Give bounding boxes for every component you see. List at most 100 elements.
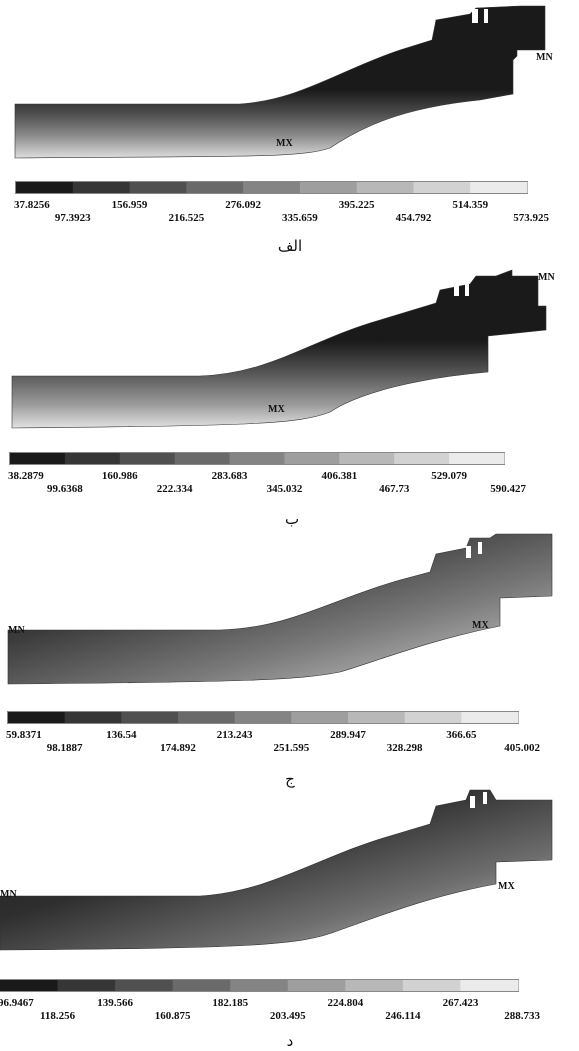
- legend-tick-label: 267.423: [443, 997, 479, 1009]
- panel-3: MN MX 59.8371 98.1887 136.54 174.892 213.243…: [6, 533, 553, 789]
- legend-swatch: [356, 182, 414, 193]
- legend-swatch: [287, 980, 346, 991]
- legend-tick-label: 590.427: [490, 483, 526, 495]
- legend-tick-label: 160.986: [102, 470, 138, 482]
- legend-swatch: [449, 453, 505, 464]
- legend-swatch: [172, 980, 231, 991]
- legend-swatch: [8, 712, 66, 723]
- contour-body-1: [14, 5, 546, 159]
- caption-4: د: [287, 1032, 294, 1050]
- caption-2: ب: [285, 510, 299, 528]
- legend-swatch: [64, 453, 121, 464]
- legend-swatch: [119, 453, 176, 464]
- panel-4: MN MX 96.9467 118.256 139.566 160.875 182.18…: [0, 789, 553, 1050]
- panel-1: MN MX 37.8256 97.3923 156.959 216.525 276.09…: [14, 5, 553, 255]
- legend-tick-label: 345.032: [267, 483, 303, 495]
- legend-swatch: [234, 712, 292, 723]
- legend-swatch: [243, 182, 301, 193]
- legend-tick-label: 529.079: [431, 470, 467, 482]
- mx-marker-3: MX: [472, 620, 489, 631]
- legend-tick-label: 38.2879: [8, 470, 44, 482]
- legend-tick-label: 246.114: [385, 1010, 421, 1022]
- caption-1: الف: [278, 237, 302, 255]
- contour-body-2: [11, 269, 547, 429]
- legend-swatch: [470, 182, 528, 193]
- legend-tick-label: 156.959: [112, 199, 148, 211]
- legend-tick-label: 514.359: [452, 199, 488, 211]
- legend-swatch: [394, 453, 450, 464]
- legend-swatch: [115, 980, 174, 991]
- legend-bar-4: 96.9467 118.256 139.566 160.875 182.185 203.4…: [0, 979, 541, 1022]
- mx-marker-2: MX: [268, 404, 285, 415]
- legend-tick-label: 118.256: [40, 1010, 76, 1022]
- legend-swatch: [121, 712, 179, 723]
- legend-tick-label: 283.683: [212, 470, 248, 482]
- legend-swatch: [64, 712, 122, 723]
- legend-swatch: [72, 182, 131, 193]
- legend-tick-label: 289.947: [330, 729, 366, 741]
- legend-tick-label: 136.54: [106, 729, 137, 741]
- legend-tick-label: 203.495: [270, 1010, 306, 1022]
- legend-tick-label: 97.3923: [55, 212, 91, 224]
- legend-bar-3: 59.8371 98.1887 136.54 174.892 213.243 251.59…: [6, 711, 541, 754]
- legend-tick-label: 251.595: [273, 742, 309, 754]
- legend-tick-label: 59.8371: [6, 729, 42, 741]
- legend-swatch: [348, 712, 406, 723]
- legend-tick-label: 366.65: [446, 729, 477, 741]
- legend-swatch: [57, 980, 116, 991]
- legend-tick-label: 98.1887: [47, 742, 83, 754]
- notch-7: [470, 796, 475, 808]
- legend-swatch: [413, 182, 471, 193]
- notch-5: [466, 546, 471, 558]
- legend-tick-label: 213.243: [217, 729, 253, 741]
- legend-tick-label: 276.092: [225, 199, 261, 211]
- legend-tick-label: 454.792: [396, 212, 432, 224]
- legend-tick-label: 96.9467: [0, 997, 34, 1009]
- legend-tick-label: 216.525: [168, 212, 204, 224]
- legend-swatch: [291, 712, 349, 723]
- legend-tick-label: 224.804: [327, 997, 363, 1009]
- legend-swatch: [129, 182, 187, 193]
- legend-bar-1: 37.8256 97.3923 156.959 216.525 276.092 335.6…: [14, 181, 550, 224]
- contour-body-3: [7, 533, 553, 685]
- notch-4: [465, 284, 469, 296]
- legend-swatch: [174, 453, 231, 464]
- legend-tick-label: 160.875: [155, 1010, 191, 1022]
- legend-swatch: [10, 453, 66, 464]
- notch-1: [472, 9, 478, 23]
- legend-swatch: [230, 980, 289, 991]
- mx-marker-4: MX: [498, 881, 515, 892]
- mx-marker-1: MX: [276, 138, 293, 149]
- legend-tick-label: 573.925: [513, 212, 549, 224]
- legend-swatch: [186, 182, 244, 193]
- legend-swatch: [345, 980, 404, 991]
- contour-body-4: [0, 789, 553, 951]
- notch-6: [478, 542, 482, 554]
- legend-swatch: [461, 712, 519, 723]
- notch-2: [484, 9, 488, 23]
- legend-tick-label: 99.6368: [47, 483, 83, 495]
- legend-swatch: [229, 453, 285, 464]
- mn-marker-1: MN: [536, 52, 553, 63]
- legend-tick-label: 405.002: [504, 742, 540, 754]
- legend-tick-label: 222.334: [157, 483, 193, 495]
- mn-marker-2: MN: [538, 272, 555, 283]
- caption-3: ج: [285, 770, 295, 789]
- mn-marker-3: MN: [8, 625, 25, 636]
- legend-swatch: [299, 182, 358, 193]
- legend-tick-label: 174.892: [160, 742, 196, 754]
- legend-swatch: [16, 182, 74, 193]
- legend-swatch: [284, 453, 340, 464]
- notch-8: [483, 792, 487, 804]
- legend-tick-label: 467.73: [379, 483, 410, 495]
- legend-tick-label: 139.566: [97, 997, 133, 1009]
- legend-tick-label: 335.659: [282, 212, 318, 224]
- legend-tick-label: 288.733: [504, 1010, 540, 1022]
- legend-tick-label: 406.381: [321, 470, 357, 482]
- mn-marker-4: MN: [0, 889, 17, 900]
- legend-tick-label: 328.298: [387, 742, 423, 754]
- legend-tick-label: 395.225: [339, 199, 375, 211]
